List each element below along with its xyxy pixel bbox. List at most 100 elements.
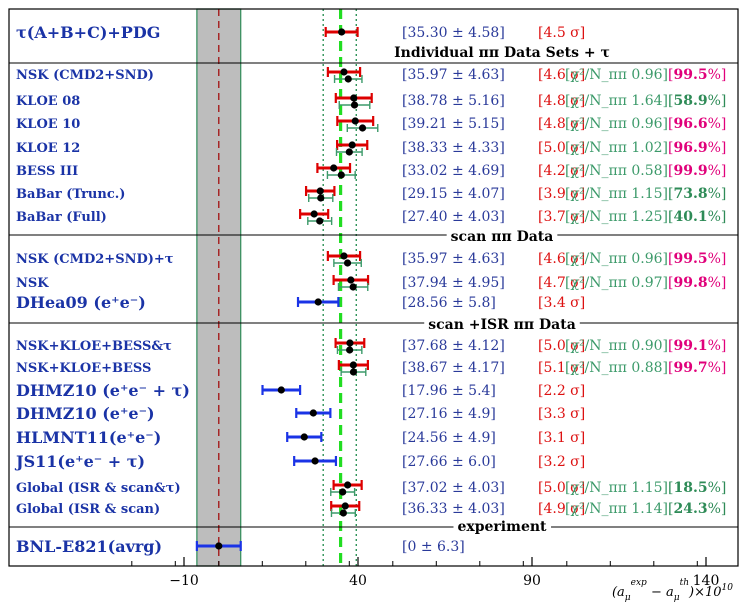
row-label: DHea09 (e⁺e⁻) <box>16 293 146 312</box>
row-probability: [96.6%] <box>668 116 726 132</box>
row-value: [37.94 ± 4.95] <box>402 275 505 291</box>
data-point <box>346 339 354 347</box>
secondary-point <box>339 509 347 517</box>
secondary-point <box>317 194 325 202</box>
row-label: NSK (CMD2+SND)+τ <box>16 252 174 267</box>
data-point <box>277 386 285 394</box>
data-row: KLOE 12 [38.33 ± 4.33] [5.0 σ][χ²/N_ππ 1.0… <box>16 140 726 156</box>
row-sigma: [3.7 σ] <box>538 209 585 225</box>
row-value: [36.33 ± 4.03] <box>402 501 505 517</box>
data-point <box>330 164 338 172</box>
row-sigma: [5.1 σ] <box>538 360 585 376</box>
x-tick-label: 140 <box>693 573 720 589</box>
data-point <box>351 117 359 125</box>
secondary-point <box>350 101 359 109</box>
row-chi2: [χ²/N_ππ 1.14] <box>565 501 668 517</box>
data-point <box>300 433 308 441</box>
data-point <box>340 252 348 260</box>
x-axis-label: (aμexp − aμth)×1010 <box>612 578 733 603</box>
section-title: experiment <box>457 519 547 535</box>
row-probability: [99.7%] <box>668 360 726 376</box>
data-point <box>350 94 358 102</box>
row-chi2: [χ²/N_ππ 1.25] <box>565 209 668 225</box>
row-chi2: [χ²/N_ππ 1.02] <box>565 140 668 156</box>
data-point <box>310 210 318 218</box>
data-row: KLOE 10 [39.21 ± 5.15] [4.8 σ][χ²/N_ππ 0.9… <box>16 116 726 132</box>
row-label: NSK+KLOE+BESS <box>16 361 151 376</box>
row-chi2: [χ²/N_ππ 0.96] <box>565 67 668 83</box>
row-probability: [99.9%] <box>668 163 726 179</box>
row-value: [17.96 ± 5.4] <box>402 383 496 399</box>
data-row: KLOE 08 [38.78 ± 5.16] [4.8 σ][χ²/N_ππ 1.6… <box>16 93 726 109</box>
row-chi2: [χ²/N_ππ 1.64] <box>565 93 668 109</box>
data-row: JS11(e⁺e⁻ + τ) [27.66 ± 6.0] [3.2 σ] <box>14 452 585 471</box>
row-value: [35.97 ± 4.63] <box>402 251 505 267</box>
row-probability: [58.9%] <box>668 93 726 109</box>
data-point <box>340 68 348 76</box>
data-row: NSK (CMD2+SND)+τ [35.97 ± 4.63] [4.6 σ][χ²… <box>16 251 726 267</box>
row-sigma: [3.3 σ] <box>538 406 585 422</box>
data-row: DHMZ10 (e⁺e⁻ + τ) [17.96 ± 5.4] [2.2 σ] <box>16 381 585 400</box>
data-point <box>215 542 223 550</box>
row-sigma: [4.6 σ] <box>538 67 585 83</box>
row-sigma: [4.5 σ] <box>538 25 585 41</box>
bnl-band-layer <box>196 8 242 567</box>
row-sigma: [3.2 σ] <box>538 454 585 470</box>
row-label: Global (ISR & scan&τ) <box>16 481 181 496</box>
row-sigma: [4.9 σ] <box>538 501 585 517</box>
section-title-backdrop <box>424 316 580 334</box>
row-chi2: [χ²/N_ππ 1.15] <box>565 186 668 202</box>
data-point <box>311 457 319 465</box>
x-tick-label: 90 <box>523 573 541 589</box>
data-row: NSK+KLOE+BESS [38.67 ± 4.17] [5.1 σ][χ²/N_… <box>16 360 726 376</box>
secondary-point <box>316 217 324 225</box>
row-chi2: [χ²/N_ππ 0.96] <box>565 251 668 267</box>
data-point <box>349 361 357 369</box>
row-value: [37.68 ± 4.12] <box>402 338 505 354</box>
section-title: Individual ππ Data Sets + τ <box>394 45 610 61</box>
secondary-point <box>346 346 354 354</box>
data-point <box>314 298 322 306</box>
row-probability: [18.5%] <box>668 480 726 496</box>
row-label: DHMZ10 (e⁺e⁻) <box>16 404 155 423</box>
row-value: [35.30 ± 4.58] <box>402 25 505 41</box>
row-value: [39.21 ± 5.15] <box>402 116 505 132</box>
row-label: NSK <box>16 276 49 291</box>
row-value: [27.16 ± 4.9] <box>402 406 496 422</box>
secondary-point <box>339 488 347 496</box>
section-title-backdrop <box>453 518 552 536</box>
row-value: [24.56 ± 4.9] <box>402 430 496 446</box>
data-row: Global (ISR & scan&τ) [37.02 ± 4.03] [5.0 … <box>16 480 726 496</box>
secondary-point <box>344 75 352 83</box>
row-chi2: [χ²/N_ππ 0.58] <box>565 163 668 179</box>
row-label: DHMZ10 (e⁺e⁻ + τ) <box>16 381 190 400</box>
row-probability: [96.9%] <box>668 140 726 156</box>
row-value: [37.02 ± 4.03] <box>402 480 505 496</box>
row-chi2: [χ²/N_ππ 0.88] <box>565 360 668 376</box>
row-label: BaBar (Full) <box>16 210 107 225</box>
row-chi2: [χ²/N_ππ 0.90] <box>565 338 668 354</box>
row-label: KLOE 10 <box>16 117 80 132</box>
data-row: NSK (CMD2+SND) [35.97 ± 4.63] [4.6 σ][χ²/N… <box>16 67 726 83</box>
row-chi2: [χ²/N_ππ 1.15] <box>565 480 668 496</box>
sections-layer: Individual ππ Data Sets + τ scan ππ Data s… <box>9 44 738 536</box>
x-tick-label: −10 <box>169 573 199 589</box>
x-axis: −10 40 90 140(aμexp − aμth)×1010 <box>131 557 733 603</box>
row-sigma: [4.8 σ] <box>538 93 585 109</box>
data-row: DHea09 (e⁺e⁻) [28.56 ± 5.8] [3.4 σ] <box>16 293 585 312</box>
plot-frame <box>8 8 739 567</box>
secondary-point <box>358 124 367 132</box>
row-value: [0 ± 6.3] <box>402 539 465 555</box>
row-probability: [99.5%] <box>668 67 726 83</box>
row-label: τ(A+B+C)+PDG <box>16 23 160 42</box>
row-probability: [40.1%] <box>668 209 726 225</box>
row-label: NSK+KLOE+BESS&τ <box>16 339 172 354</box>
row-label: JS11(e⁺e⁻ + τ) <box>14 452 145 471</box>
row-probability: [24.3%] <box>668 501 726 517</box>
secondary-point <box>345 148 353 156</box>
row-value: [33.02 ± 4.69] <box>402 163 505 179</box>
data-point <box>316 187 324 195</box>
row-value: [38.67 ± 4.17] <box>402 360 505 376</box>
data-point <box>348 141 356 149</box>
x-tick-label: 40 <box>349 573 367 589</box>
